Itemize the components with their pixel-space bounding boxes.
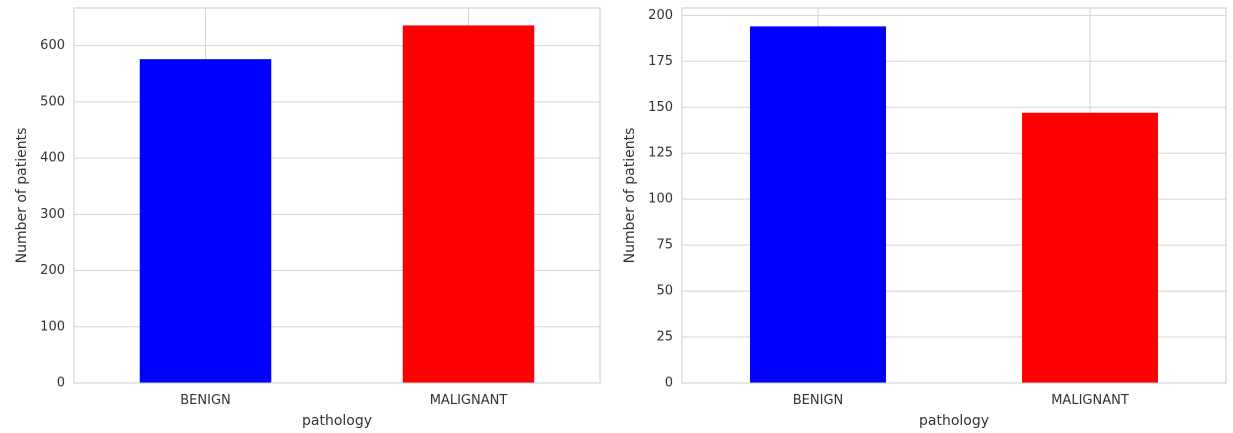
x-tick-label: BENIGN xyxy=(180,393,231,408)
chart-right: 0 25 50 75 100 125 150 175 200 BENIGN MALIGNANT pat… xyxy=(622,7,1227,429)
y-tick-label: 600 xyxy=(40,38,65,53)
bar-benign xyxy=(139,59,272,383)
x-axis-label: pathology xyxy=(302,413,372,429)
x-axis-label: pathology xyxy=(919,413,989,429)
y-tick-label: 175 xyxy=(648,54,673,69)
chart-left: 0 100 200 300 400 500 600 BENIGN MALIGNANT pathol… xyxy=(14,7,601,429)
y-tick-label: 100 xyxy=(40,319,65,334)
x-tick-label: MALIGNANT xyxy=(1051,393,1129,408)
y-tick-label: 100 xyxy=(648,192,673,207)
y-tick-label: 200 xyxy=(40,263,65,278)
bar-malignant xyxy=(1022,112,1158,383)
x-tick-label: MALIGNANT xyxy=(430,393,508,408)
y-tick-label: 150 xyxy=(648,100,673,115)
y-tick-label: 300 xyxy=(40,207,65,222)
x-tick-label: BENIGN xyxy=(793,393,844,408)
bar-benign xyxy=(750,26,886,383)
y-tick-label: 500 xyxy=(40,94,65,109)
plot-frame xyxy=(681,7,1227,384)
plot-frame xyxy=(73,7,601,384)
y-tick-label: 200 xyxy=(648,8,673,23)
y-tick-label: 0 xyxy=(57,376,65,391)
y-axis-label: Number of patients xyxy=(622,128,638,264)
y-axis-label: Number of patients xyxy=(14,128,30,264)
y-tick-label: 125 xyxy=(648,146,673,161)
y-tick-label: 25 xyxy=(656,330,673,345)
y-tick-label: 75 xyxy=(656,238,673,253)
y-tick-label: 50 xyxy=(656,284,673,299)
y-tick-label: 0 xyxy=(665,376,673,391)
y-tick-label: 400 xyxy=(40,151,65,166)
bar-malignant xyxy=(402,25,535,384)
